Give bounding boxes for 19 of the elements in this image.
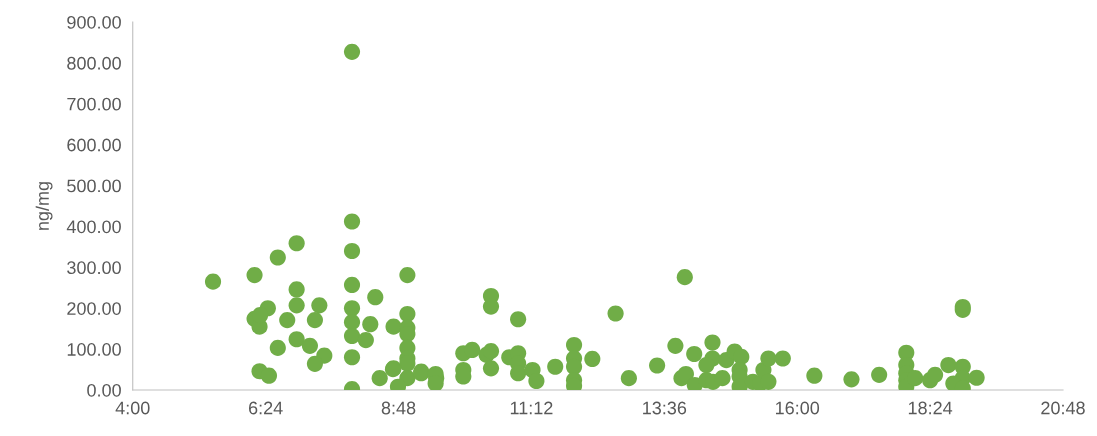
x-tick-label: 8:48: [381, 401, 416, 415]
x-tick-label: 6:24: [248, 401, 283, 415]
y-tick-label: 0.00: [87, 383, 121, 397]
x-tick-label: 20:48: [1041, 401, 1085, 415]
x-tick-label: 13:36: [643, 401, 687, 415]
y-tick-label: 100.00: [67, 343, 121, 356]
x-tick-label: 11:12: [510, 401, 553, 415]
y-tick-label: 800.00: [67, 56, 121, 70]
y-tick-label: 700.00: [67, 97, 121, 111]
x-tick-label: 16:00: [775, 401, 820, 415]
y-axis-title: ng/mg: [35, 182, 53, 230]
y-tick-label: 300.00: [67, 261, 121, 275]
x-tick-label: 18:24: [908, 401, 953, 415]
y-tick-label: 400.00: [66, 220, 121, 234]
y-tick-label: 500.00: [67, 179, 121, 193]
y-tick-label: 600.00: [67, 138, 121, 152]
y-tick-label: 200.00: [67, 302, 121, 315]
y-tick-label: 900.00: [67, 15, 121, 29]
x-tick-label: 4:00: [115, 401, 150, 415]
